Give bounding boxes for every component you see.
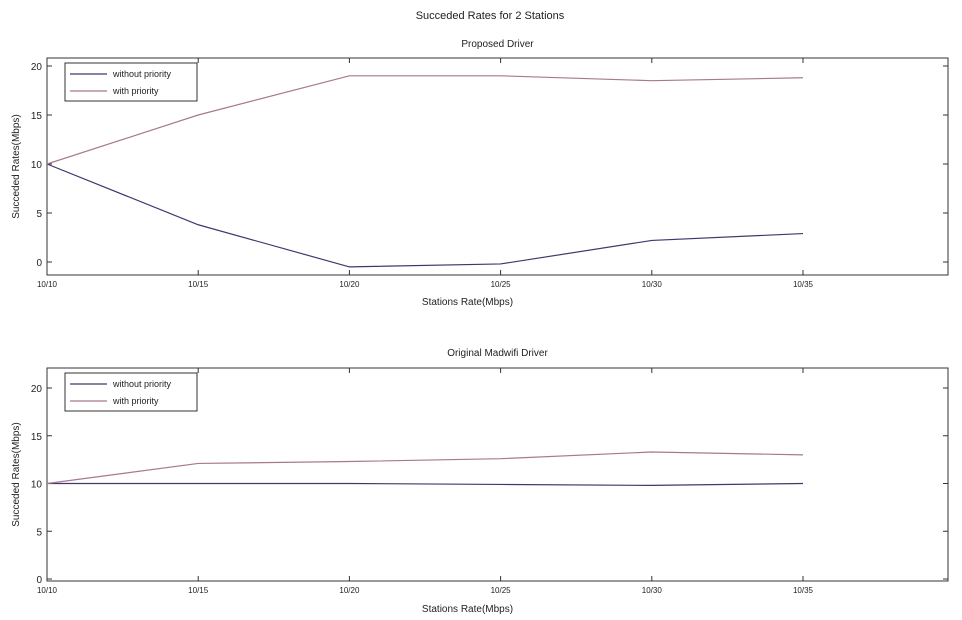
y-tick-label: 5 [36,527,42,538]
y-tick-label: 10 [31,480,43,491]
legend-box [64,372,198,412]
x-tick-label: 10/35 [793,280,814,289]
x-tick-label: 10/20 [339,280,360,289]
y-tick-label: 10 [31,160,43,171]
x-tick-label: 10/30 [642,280,663,289]
x-tick-label: 10/15 [188,280,209,289]
x-tick-label: 10/10 [37,586,58,595]
x-tick-label: 10/35 [793,586,814,595]
series-line-with-priority [46,451,804,485]
legend-label: without priority [112,69,172,79]
legend-label: with priority [112,86,159,96]
y-tick-label: 5 [36,209,42,220]
figure-title: Succeded Rates for 2 Stations [416,10,565,22]
x-axis-label: Stations Rate(Mbps) [422,604,513,615]
y-axis-label: Succeded Rates(Mbps) [11,422,22,527]
x-tick-label: 10/30 [642,586,663,595]
chart-2: Original Madwifi Driver 0 5 10 15 20 10/10 10/1… [11,348,949,615]
x-tick-label: 10/10 [37,280,58,289]
x-tick-label: 10/25 [491,586,512,595]
legend-box [64,62,198,102]
series-line-without-priority [46,163,804,268]
x-tick-label: 10/25 [491,280,512,289]
y-tick-label: 20 [31,62,43,73]
x-axis-label: Stations Rate(Mbps) [422,297,513,308]
legend-label: with priority [112,396,159,406]
x-tick-label: 10/20 [339,586,360,595]
x-tick-label: 10/15 [188,586,209,595]
plot-frame [46,57,949,276]
y-tick-label: 0 [36,258,42,269]
charts-container: Proposed Driver 0 5 10 15 20 10/10 10/15 10/20 10… [11,39,949,615]
chart-title: Original Madwifi Driver [447,348,548,359]
y-tick-label: 15 [31,111,43,122]
y-tick-label: 0 [36,575,42,586]
series-line-without-priority [47,482,804,487]
legend-label: without priority [112,379,172,389]
series-line-with-priority [46,75,804,165]
y-tick-label: 20 [31,384,43,395]
chart-1: Proposed Driver 0 5 10 15 20 10/10 10/15 10/20 10… [11,39,949,308]
chart-title: Proposed Driver [461,39,534,50]
plot-frame [46,367,949,582]
y-tick-label: 15 [31,432,43,443]
y-axis-label: Succeded Rates(Mbps) [11,114,22,219]
